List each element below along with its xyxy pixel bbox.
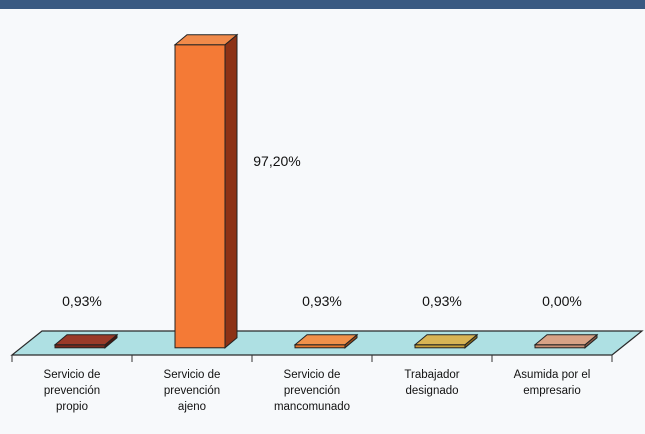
- bar-top-3: [293, 334, 359, 346]
- data-label-3: 0,93%: [302, 293, 342, 309]
- bar-top-5: [533, 334, 599, 346]
- bar-top-4: [413, 334, 479, 346]
- category-label-5: Asumida por el empresario: [514, 369, 591, 397]
- bar-top-2: [173, 34, 239, 46]
- data-label-2: 97,20%: [253, 153, 300, 169]
- data-label-5: 0,00%: [542, 293, 582, 309]
- bar-side-2: [224, 33, 238, 349]
- data-label-4: 0,93%: [422, 293, 462, 309]
- header-band: [0, 0, 645, 9]
- bar-front-2: [174, 44, 226, 349]
- category-label-4: Trabajador designado: [404, 369, 459, 397]
- category-label-2: Servicio de prevención ajeno: [164, 369, 221, 413]
- data-label-1: 0,93%: [62, 293, 102, 309]
- category-label-3: Servicio de prevención mancomunado: [274, 369, 350, 413]
- category-label-1: Servicio de prevención propio: [44, 369, 101, 413]
- bar-top-1: [53, 334, 119, 346]
